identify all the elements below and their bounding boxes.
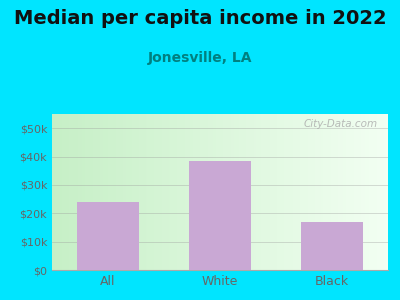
Bar <box>301 222 363 270</box>
Text: Jonesville, LA: Jonesville, LA <box>148 51 252 65</box>
Bar <box>77 202 139 270</box>
Text: Median per capita income in 2022: Median per capita income in 2022 <box>14 9 386 28</box>
Bar <box>189 161 251 270</box>
Text: City-Data.com: City-Data.com <box>304 119 378 129</box>
